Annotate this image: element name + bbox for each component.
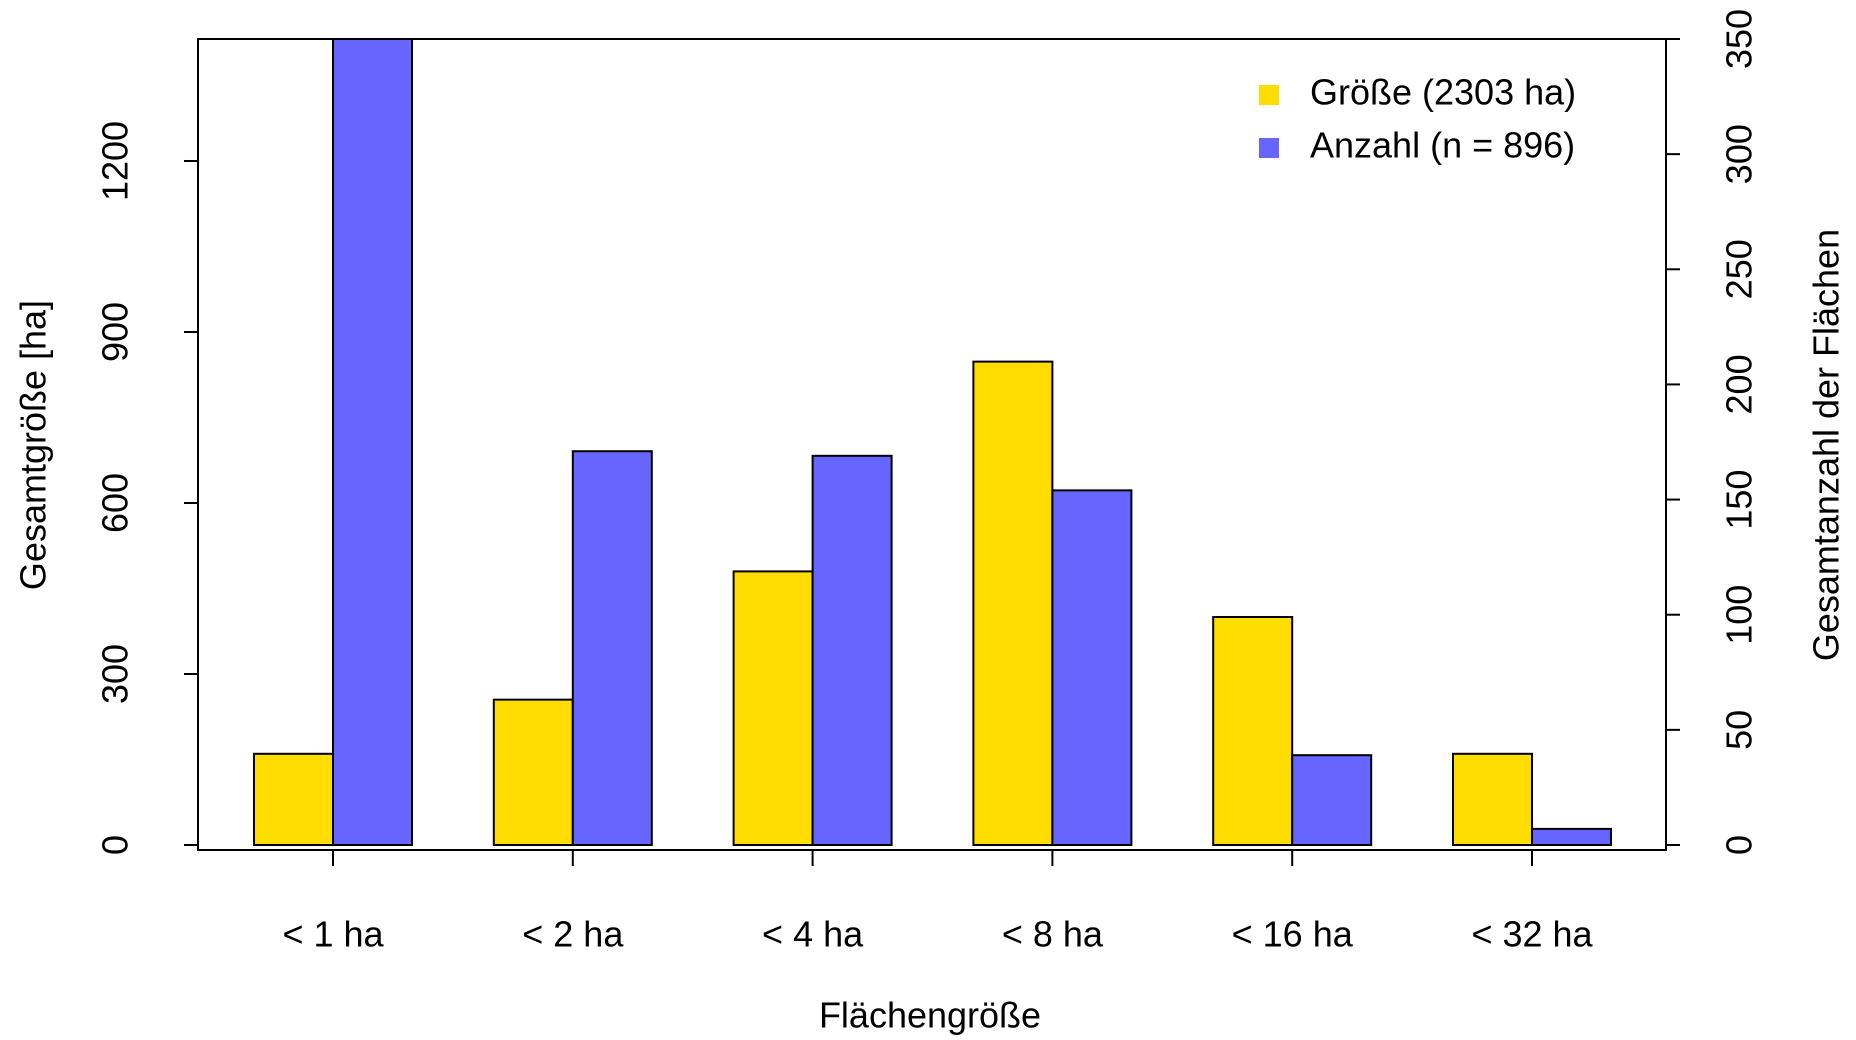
y-axis-label: Gesamtgröße [ha] <box>13 300 54 590</box>
bar <box>1212 615 1294 846</box>
y-tick-label: 1200 <box>95 121 136 201</box>
y2-tick-label: 200 <box>1719 354 1760 414</box>
bars <box>253 39 1612 847</box>
x-tick-label: < 1 ha <box>282 914 384 955</box>
bar <box>732 570 814 846</box>
legend-label: Größe (2303 ha) <box>1310 72 1576 113</box>
bar <box>492 698 574 847</box>
bar <box>811 454 893 846</box>
y2-tick-label: 100 <box>1719 585 1760 645</box>
x-axis-label: Flächengröße <box>819 995 1041 1036</box>
x-tick-label: < 32 ha <box>1471 914 1593 955</box>
x-tick-label: < 16 ha <box>1232 914 1354 955</box>
plot-frame <box>197 38 1667 851</box>
x-tick-label: < 4 ha <box>762 914 864 955</box>
y-tick-label: 900 <box>95 302 136 362</box>
y-tick-label: 0 <box>95 835 136 855</box>
bar <box>1291 754 1373 847</box>
bar <box>253 752 334 846</box>
y2-tick-label: 300 <box>1719 124 1760 184</box>
bar <box>1531 827 1612 847</box>
bar <box>332 39 413 846</box>
legend-swatch <box>1259 85 1279 105</box>
y2-tick-label: 0 <box>1719 835 1760 855</box>
y2-tick-label: 250 <box>1719 239 1760 299</box>
legend-swatch <box>1259 138 1279 158</box>
legend-label: Anzahl (n = 896) <box>1310 125 1575 166</box>
y2-tick-label: 350 <box>1719 9 1760 69</box>
y2-axis-label: Gesamtanzahl der Flächen <box>1806 229 1847 661</box>
y2-tick-label: 50 <box>1719 710 1760 750</box>
y-tick-label: 300 <box>95 644 136 704</box>
bar <box>1452 752 1533 846</box>
y2-tick-label: 150 <box>1719 470 1760 530</box>
bar <box>1051 489 1133 846</box>
x-tick-label: < 2 ha <box>522 914 624 955</box>
bar <box>571 450 653 846</box>
y-tick-label: 600 <box>95 473 136 533</box>
bar <box>972 360 1054 846</box>
x-tick-label: < 8 ha <box>1002 914 1104 955</box>
